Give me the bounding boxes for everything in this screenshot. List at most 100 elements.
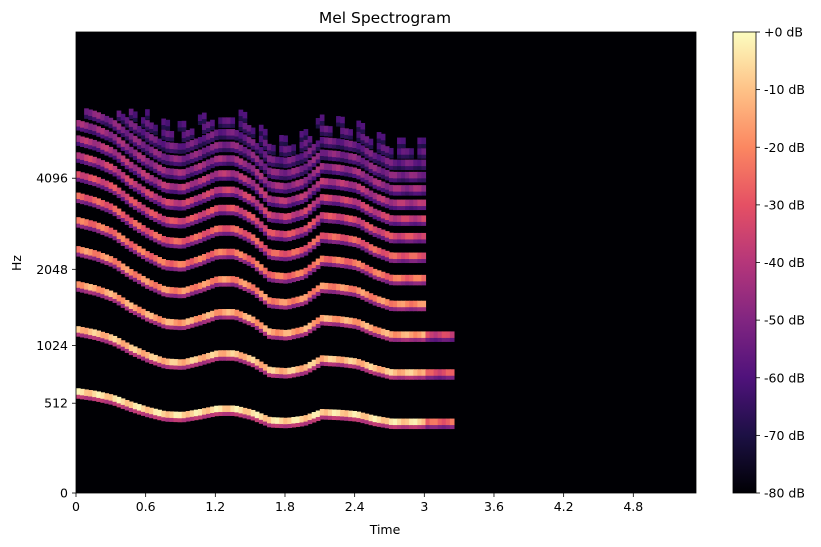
spectrogram-cell [409, 307, 414, 312]
spectrogram-cell [266, 150, 272, 155]
spectrogram-cell [417, 154, 423, 159]
spectrogram-cell [132, 220, 138, 228]
spectrogram-cell [405, 281, 410, 286]
spectrogram-cell [132, 164, 138, 172]
spectrogram-cell [108, 153, 114, 158]
spectrogram-cell [201, 129, 207, 134]
spectrogram-cell [332, 416, 337, 421]
spectrogram-cell [340, 323, 345, 328]
spectrogram-cell [169, 266, 175, 271]
spectrogram-cell [242, 280, 248, 288]
spectrogram-cell [271, 417, 276, 425]
spectrogram-cell [210, 358, 215, 363]
spectrogram-cell [84, 114, 89, 119]
spectrogram-cell [136, 306, 142, 314]
spectrogram-cell [372, 275, 378, 280]
spectrogram-cell [246, 288, 252, 293]
spectrogram-cell [360, 140, 366, 145]
spectrogram-cell [307, 147, 313, 155]
spectrogram-cell [242, 122, 248, 130]
spectrogram-cell [372, 199, 378, 204]
spectrogram-cell [417, 199, 423, 207]
spectrogram-cell [271, 218, 276, 223]
spectrogram-cell [275, 256, 280, 261]
spectrogram-cell [291, 168, 297, 176]
spectrogram-cell [193, 151, 199, 159]
spectrogram-cell [145, 257, 150, 262]
spectrogram-cell [340, 171, 345, 176]
spectrogram-cell [425, 337, 431, 342]
spectrogram-cell [153, 282, 158, 290]
spectrogram-cell [271, 162, 276, 167]
spectrogram-cell [360, 171, 366, 179]
spectrogram-cell [315, 215, 321, 223]
spectrogram-cell [185, 182, 191, 190]
spectrogram-cell [197, 121, 203, 126]
spectrogram-cell [348, 222, 353, 227]
spectrogram-cell [356, 418, 362, 423]
spectrogram-cell [193, 145, 199, 150]
spectrogram-cell [197, 218, 203, 223]
spectrogram-cell [96, 112, 101, 120]
spectrogram-cell [287, 175, 292, 180]
spectrogram-cell [88, 335, 93, 340]
spectrogram-cell [96, 251, 101, 259]
spectrogram-cell [181, 294, 187, 299]
spectrogram-cell [258, 159, 264, 167]
spectrogram-cell [295, 254, 301, 259]
spectrogram-cell [242, 230, 248, 238]
spectrogram-cell [234, 212, 240, 217]
spectrogram-cell [291, 187, 297, 192]
spectrogram-cell [356, 137, 362, 142]
spectrogram-cell [201, 230, 207, 238]
spectrogram-cell [84, 289, 89, 294]
spectrogram-cell [279, 182, 284, 190]
spectrogram-cell [242, 209, 248, 217]
spectrogram-cell [323, 232, 329, 240]
spectrogram-cell [246, 162, 252, 170]
spectrogram-cell [84, 154, 89, 162]
spectrogram-cell [80, 136, 85, 144]
spectrogram-cell [124, 143, 130, 151]
spectrogram-cell [262, 245, 268, 253]
spectrogram-cell [311, 225, 317, 230]
spectrogram-cell [405, 418, 410, 426]
spectrogram-cell [124, 181, 130, 186]
spectrogram-cell [189, 159, 195, 164]
spectrogram-cell [344, 187, 349, 192]
spectrogram-cell [124, 117, 130, 125]
spectrogram-cell [429, 425, 435, 430]
spectrogram-cell [295, 180, 301, 188]
spectrogram-cell [299, 153, 305, 161]
spectrogram-cell [368, 250, 374, 255]
spectrogram-cell [116, 301, 122, 306]
spectrogram-cell [295, 201, 301, 206]
spectrogram-cell [352, 188, 357, 193]
x-axis: 0 0.6 1.2 1.8 2.4 3 3.6 4.2 4.8 [72, 493, 643, 514]
spectrogram-cell [262, 183, 268, 188]
spectrogram-cell [234, 256, 240, 261]
spectrogram-cell [266, 416, 272, 424]
spectrogram-cell [344, 172, 349, 177]
spectrogram-cell [222, 411, 227, 416]
spectrogram-cell [153, 415, 158, 420]
spectrogram-cell [238, 358, 244, 363]
spectrogram-cell [368, 299, 374, 304]
spectrogram-cell [165, 148, 171, 153]
spectrogram-cell [319, 212, 325, 220]
spectrogram-cell [421, 154, 427, 159]
spectrogram-cell [210, 233, 215, 238]
spectrogram-cell [315, 166, 321, 174]
spectrogram-cell [397, 178, 402, 183]
spectrogram-cell [254, 169, 260, 177]
spectrogram-cell [380, 304, 386, 309]
spectrogram-cell [157, 157, 162, 162]
spectrogram-cell [344, 241, 349, 246]
spectrogram-cell [197, 409, 203, 417]
spectrogram-cell [234, 142, 240, 150]
spectrogram-cell [332, 315, 337, 323]
spectrogram-cell [307, 228, 313, 233]
spectrogram-cell [226, 350, 232, 358]
spectrogram-cell [206, 128, 211, 133]
spectrogram-cell [218, 225, 223, 233]
